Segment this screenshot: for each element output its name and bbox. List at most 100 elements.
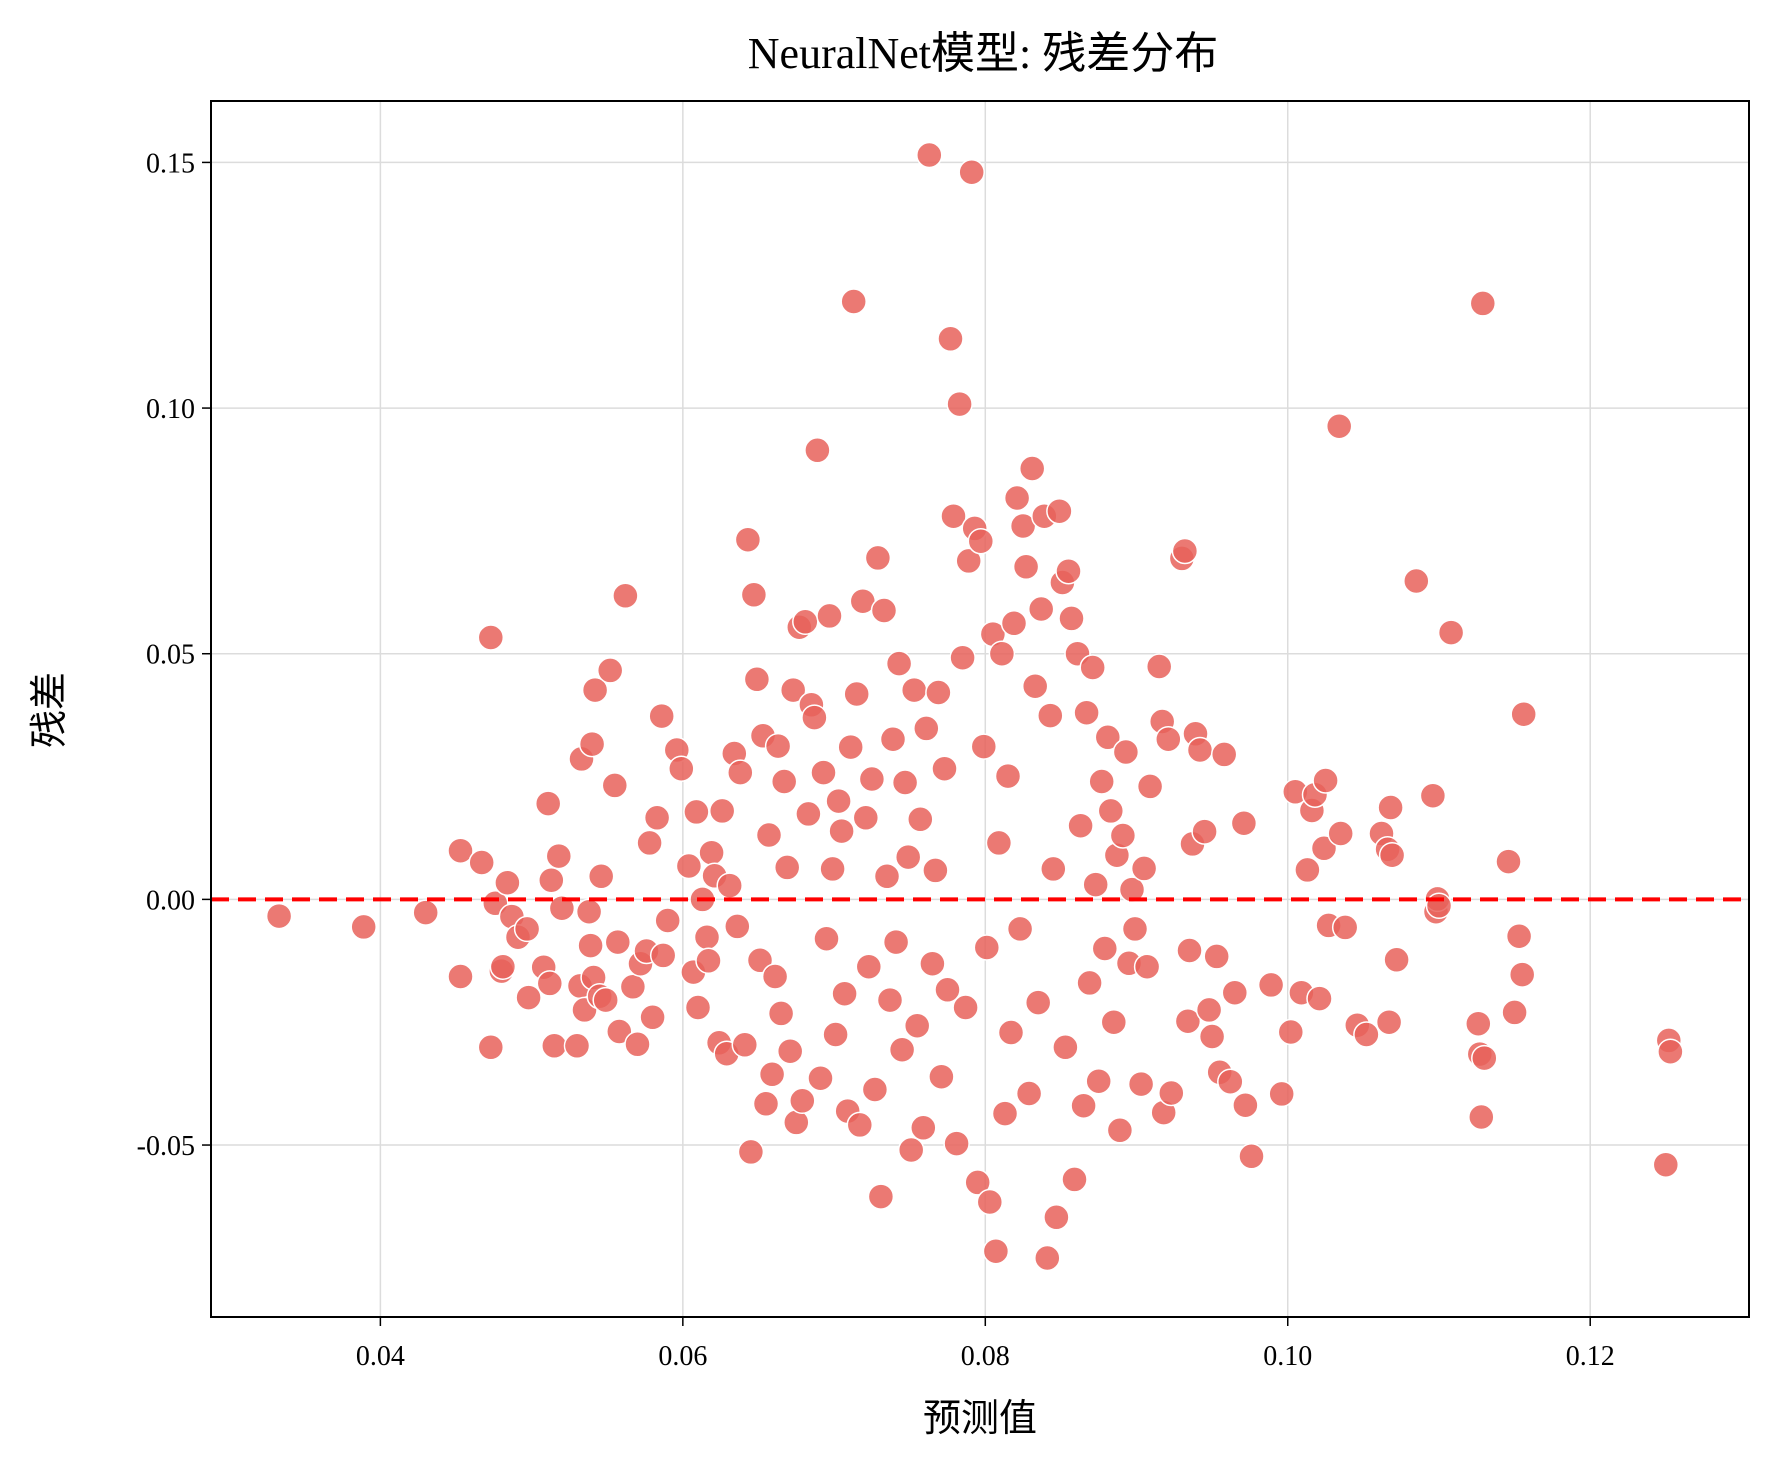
scatter-point [1018,455,1046,482]
scatter-point [684,994,712,1021]
scatter-point [925,679,952,706]
scatter-point [867,1183,895,1210]
scatter-point [1378,841,1406,869]
scatter-point [1112,738,1140,766]
y-tick-label: 0.05 [146,640,195,671]
scatter-point [1325,412,1353,440]
scatter-point [1425,892,1453,920]
scatter-point [840,288,867,315]
scatter-point [1327,820,1354,847]
y-tick-label: 0.15 [146,148,195,179]
scatter-point [545,842,573,870]
scatter-point [577,932,604,959]
scatter-point [1217,1068,1244,1095]
scatter-point [937,325,964,353]
scatter-point [822,1021,849,1048]
scatter-point [624,1031,651,1058]
scatter-point [1174,1007,1202,1035]
scatter-point [807,1064,834,1092]
scatter-point [858,765,886,793]
scatter-point [907,806,934,833]
scatter-point [708,797,736,825]
chart-title: NeuralNet模型: 残差分布 [748,29,1218,78]
scatter-point [1657,1038,1684,1065]
y-tick-label: 0.00 [146,885,195,916]
scatter-point [515,984,542,1011]
scatter-point [604,928,632,956]
scatter-point [541,1032,568,1060]
scatter-point [724,913,751,940]
y-tick-label: 0.10 [146,394,195,425]
scatter-point [1471,1044,1498,1072]
x-tick-label: 0.04 [356,1341,405,1372]
scatter-point [876,986,904,1014]
scatter-point [1024,989,1052,1016]
data-points [265,141,1684,1272]
scatter-point [1082,871,1109,898]
scatter-point [767,1000,795,1027]
scatter-point [1052,1034,1079,1061]
scatter-point [888,1036,916,1063]
scatter-point [1121,915,1149,943]
y-tick-label: -0.05 [137,1131,195,1162]
scatter-point [1046,497,1073,525]
scatter-point [1501,999,1528,1026]
scatter-point [946,390,973,418]
scatter-point [894,843,922,871]
scatter-point [1015,1080,1043,1107]
scatter-point [816,602,843,630]
scatter-point [601,772,629,799]
scatter-point [1058,605,1085,632]
scatter-point [1230,809,1258,837]
scatter-point [837,733,864,761]
scatter-point [1176,937,1203,964]
scatter-point [1465,1010,1492,1037]
scatter-point [1109,822,1137,849]
scatter-point [910,1114,937,1142]
scatter-point [1085,1067,1112,1095]
scatter-point [982,1237,1010,1265]
scatter-point [548,894,576,922]
scatter-point [1027,595,1055,623]
scatter-point [1106,1117,1134,1144]
scatter-point [639,1004,666,1031]
scatter-point [789,1087,816,1115]
scatter-point [882,928,910,956]
scatter-point [970,733,998,760]
y-axis-label: 残差 [29,672,71,748]
scatter-point [919,950,946,977]
scatter-point [997,1019,1025,1046]
x-axis-label: 预测值 [923,1398,1037,1440]
scatter-point [740,581,768,609]
scatter-point [1091,935,1119,962]
scatter-point [1469,290,1497,317]
scatter-point [1353,1021,1380,1048]
scatter-point [870,597,898,624]
scatter-point [350,913,377,941]
scatter-point [447,837,474,864]
scatter-point [1040,855,1067,883]
scatter-point [1191,818,1218,845]
scatter-point [943,1130,970,1157]
scatter-point [1652,1151,1680,1178]
scatter-point [828,817,855,845]
scatter-point [1403,567,1430,595]
scatter-point [873,863,901,890]
scatter-point [695,947,722,975]
scatter-point [1419,782,1447,809]
scatter-point [1079,654,1106,681]
scatter-point [1094,724,1122,751]
scatter-point [668,755,695,782]
scatter-point [538,866,565,894]
scatter-point [1310,835,1338,862]
scatter-point [1468,1103,1495,1131]
scatter-point [619,973,647,1001]
scatter-point [563,1032,591,1060]
scatter-point [776,1037,804,1065]
scatter-point [1505,922,1533,950]
scatter-point [843,680,870,708]
scatter-point [1377,794,1404,821]
scatter-point [928,1063,955,1090]
scatter-point [922,857,949,884]
